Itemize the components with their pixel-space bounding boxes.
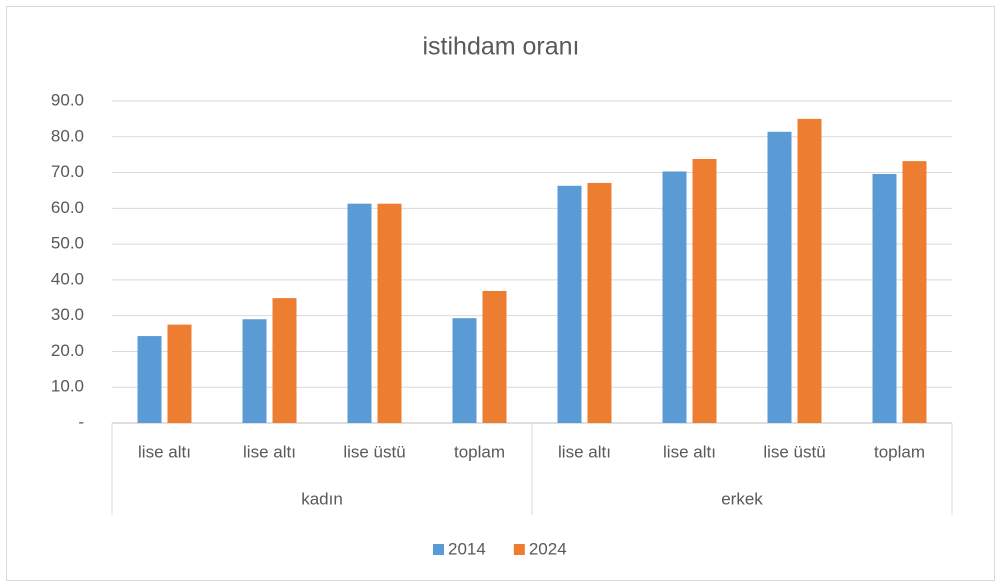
group-label: erkek bbox=[721, 489, 763, 508]
bar bbox=[767, 131, 792, 423]
x-tick-label: lise altı bbox=[558, 442, 611, 461]
bar bbox=[272, 298, 297, 423]
x-tick-label: lise üstü bbox=[343, 442, 405, 461]
bar bbox=[377, 203, 402, 423]
y-tick-label: 40.0 bbox=[51, 269, 84, 288]
bar bbox=[662, 171, 687, 423]
bar bbox=[167, 324, 192, 423]
y-tick-label: 20.0 bbox=[51, 341, 84, 360]
bar bbox=[797, 118, 822, 423]
y-tick-label: 30.0 bbox=[51, 305, 84, 324]
bar bbox=[137, 336, 162, 423]
bar bbox=[902, 161, 927, 423]
x-tick-label: toplam bbox=[454, 442, 505, 461]
y-tick-label: 50.0 bbox=[51, 234, 84, 253]
x-tick-label: toplam bbox=[874, 442, 925, 461]
bar bbox=[242, 319, 267, 423]
legend-swatch bbox=[513, 544, 525, 555]
bar bbox=[872, 173, 897, 423]
x-tick-label: lise altı bbox=[138, 442, 191, 461]
x-tick-label: lise üstü bbox=[763, 442, 825, 461]
bar bbox=[452, 318, 477, 423]
y-tick-label: 90.0 bbox=[51, 90, 84, 109]
y-tick-label: 70.0 bbox=[51, 162, 84, 181]
bar bbox=[587, 182, 612, 423]
bar bbox=[347, 203, 372, 423]
legend-label: 2024 bbox=[529, 539, 567, 558]
chart-title: istihdam oranı bbox=[422, 33, 579, 61]
y-tick-label: 80.0 bbox=[51, 126, 84, 145]
legend-label: 2014 bbox=[448, 539, 486, 558]
bar bbox=[692, 158, 717, 423]
group-label: kadın bbox=[301, 489, 343, 508]
x-tick-label: lise altı bbox=[663, 442, 716, 461]
y-tick-label: - bbox=[78, 412, 84, 431]
legend-swatch bbox=[433, 544, 444, 555]
y-tick-label: 60.0 bbox=[51, 198, 84, 217]
x-tick-label: lise altı bbox=[243, 442, 296, 461]
bar bbox=[482, 290, 507, 423]
bar bbox=[557, 185, 582, 423]
y-tick-label: 10.0 bbox=[51, 377, 84, 396]
